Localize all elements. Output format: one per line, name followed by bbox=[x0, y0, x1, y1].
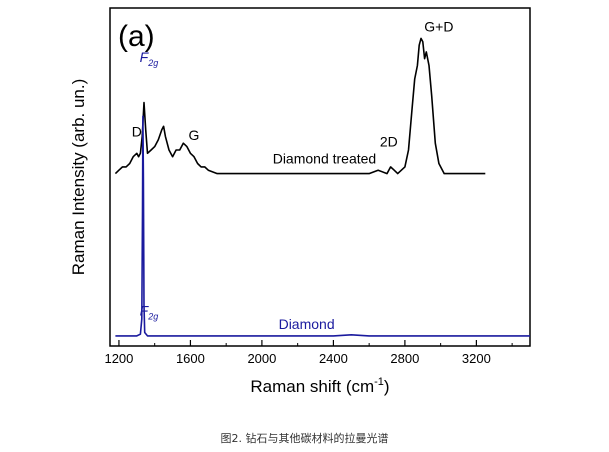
annotation-label: Diamond treated bbox=[273, 150, 377, 166]
series-line-diamond bbox=[115, 115, 530, 337]
annotation-subscript: 2g bbox=[147, 312, 158, 322]
annotation-subscript: 2g bbox=[147, 58, 158, 68]
annotation-label: G+D bbox=[424, 19, 453, 35]
x-tick-label: 2000 bbox=[247, 351, 276, 366]
annotation-label: D bbox=[132, 123, 142, 139]
panel-label: (a) bbox=[118, 20, 155, 53]
y-axis-label: Raman Intensity (arb. un.) bbox=[69, 79, 88, 276]
annotation-label: Diamond bbox=[279, 316, 335, 332]
x-tick-label: 2800 bbox=[390, 351, 419, 366]
figure-caption: 图2. 钻石与其他碳材料的拉曼光谱 bbox=[220, 432, 389, 445]
x-axis-label-suffix: ) bbox=[384, 377, 390, 396]
annotation-label: 2D bbox=[380, 134, 398, 150]
plot-frame bbox=[109, 7, 531, 347]
x-tick-label: 1200 bbox=[104, 351, 133, 366]
series-line-diamond-treated bbox=[114, 37, 486, 175]
x-tick-label: 2400 bbox=[319, 351, 348, 366]
x-axis-label: Raman shift (cm-1) bbox=[250, 376, 389, 396]
annotation-label: G bbox=[189, 127, 200, 143]
x-tick-label: 1600 bbox=[176, 351, 205, 366]
x-axis-label-exponent: -1 bbox=[374, 376, 384, 388]
x-tick-label: 3200 bbox=[462, 351, 491, 366]
